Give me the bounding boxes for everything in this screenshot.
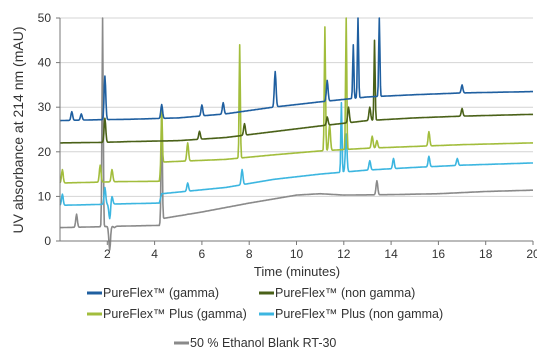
x-tick-label: 4: [151, 247, 158, 261]
y-axis-title: UV absorbance at 214 nm (mAU): [10, 27, 26, 234]
x-tick-label: 12: [337, 247, 351, 261]
y-tick-label: 0: [44, 234, 51, 248]
x-tick-labels: 2 4 6 8 10 12 14 16 18 20: [104, 241, 537, 261]
legend-label: PureFlex™ Plus (non gamma): [275, 307, 443, 321]
legend-label: PureFlex™ (gamma): [103, 286, 219, 300]
series-line: [59, 17, 534, 251]
legend-label: 50 % Ethanol Blank RT-30: [190, 336, 336, 350]
series-line: [59, 17, 534, 122]
y-tick-label: 30: [38, 100, 52, 114]
series-line: [59, 101, 534, 220]
x-tick-label: 16: [432, 247, 446, 261]
y-tick-label: 10: [38, 189, 52, 203]
y-tick-label: 40: [38, 56, 52, 70]
x-tick-label: 20: [526, 247, 537, 261]
y-tick-label: 20: [38, 145, 52, 159]
series-line: [59, 39, 534, 144]
legend: PureFlex™ (gamma) PureFlex™ (non gamma) Pu…: [87, 286, 443, 350]
series-line: [59, 17, 534, 184]
y-gridlines: [60, 17, 533, 197]
x-tick-label: 14: [384, 247, 398, 261]
legend-label: PureFlex™ (non gamma): [275, 286, 415, 300]
series-lines: [59, 17, 534, 251]
y-tick-label: 50: [38, 11, 52, 25]
y-tick-labels: 0 10 20 30 40 50: [38, 11, 60, 248]
x-tick-label: 18: [479, 247, 493, 261]
x-tick-label: 8: [246, 247, 253, 261]
x-tick-label: 10: [290, 247, 304, 261]
x-tick-label: 6: [199, 247, 206, 261]
x-axis-title: Time (minutes): [254, 264, 340, 279]
legend-label: PureFlex™ Plus (gamma): [103, 307, 247, 321]
x-tick-label: 2: [104, 247, 111, 261]
